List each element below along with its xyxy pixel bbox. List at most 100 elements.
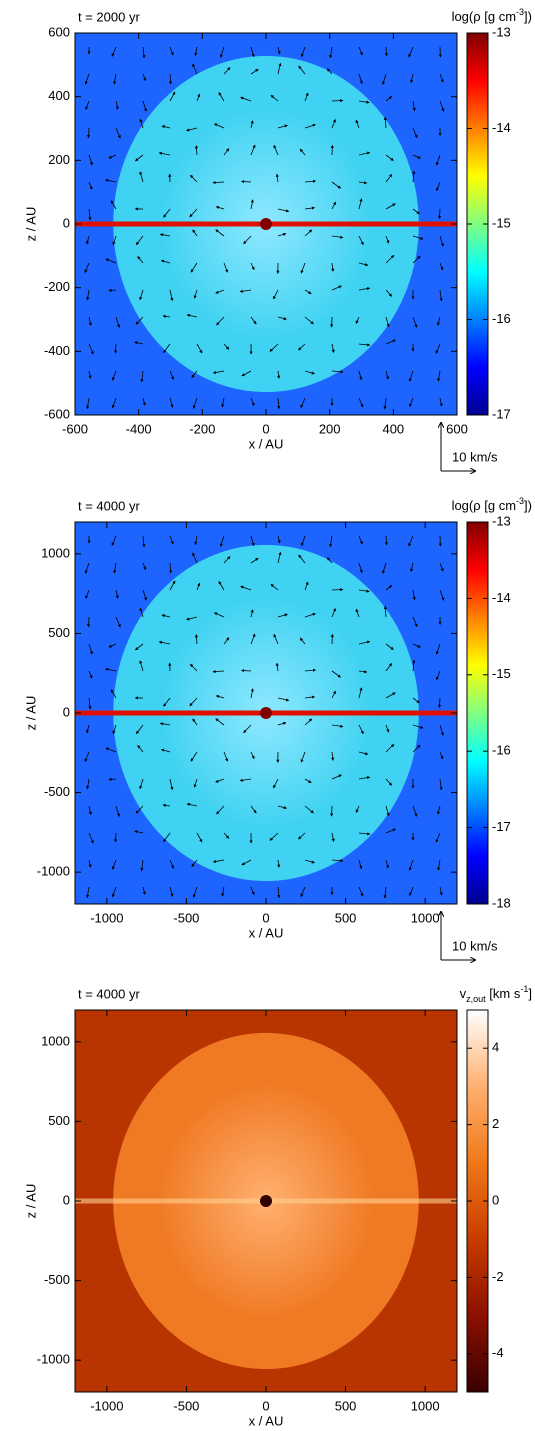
velocity-arrow [385, 805, 390, 817]
velocity-arrow [385, 859, 390, 869]
y-tick-label: -1000 [37, 864, 70, 879]
velocity-arrow [250, 262, 255, 271]
velocity-arrow [135, 235, 144, 246]
velocity-arrow [331, 370, 344, 374]
velocity-arrow [304, 718, 313, 726]
velocity-arrow [142, 589, 148, 601]
y-tick-label: 0 [63, 1192, 70, 1207]
velocity-arrow [436, 316, 441, 326]
velocity-arrow [439, 262, 444, 271]
x-tick-label: 0 [262, 421, 269, 436]
velocity-arrow [358, 100, 370, 104]
velocity-arrow [239, 778, 252, 782]
velocity-arrow [223, 637, 230, 645]
velocity-arrow [412, 643, 421, 648]
velocity-arrow [134, 643, 144, 651]
velocity-arrow [139, 607, 144, 618]
colorbar-label-part: -3 [516, 496, 524, 506]
colorbar-label-part: log(ρ [g cm [452, 498, 516, 513]
velocity-arrow [250, 144, 256, 156]
velocity-arrow [326, 557, 333, 564]
velocity-arrow [273, 778, 279, 789]
velocity-arrow [221, 886, 225, 897]
velocity-arrow [277, 316, 287, 321]
image [75, 33, 457, 415]
velocity-arrow [385, 289, 393, 297]
velocity-arrow [277, 859, 281, 868]
y-tick-label: -1000 [37, 1352, 70, 1367]
velocity-arrow [193, 778, 198, 788]
velocity-arrow [216, 805, 225, 815]
velocity-arrow [385, 173, 393, 183]
velocity-arrow [241, 669, 252, 673]
velocity-arrow [169, 46, 174, 56]
velocity-arrow [355, 119, 360, 129]
velocity-arrow [358, 287, 371, 291]
velocity-arrow [223, 556, 231, 564]
panel: t = 4000 yr -1000 -500 0 500 1000 -1000 -500 0 50… [23, 496, 532, 960]
velocity-arrow [439, 235, 444, 247]
velocity-arrow [273, 633, 279, 645]
velocity-arrow [385, 643, 394, 650]
velocity-arrow [331, 832, 335, 842]
velocity-arrow [160, 259, 171, 264]
velocity-arrow [382, 73, 387, 85]
velocity-arrow [412, 235, 424, 240]
velocity-arrow [300, 535, 306, 547]
velocity-arrow [383, 116, 387, 129]
velocity-arrow [169, 370, 174, 380]
velocity-arrow [300, 886, 306, 898]
y-tick-label: 400 [48, 88, 70, 103]
colorbar-label-part: ]) [524, 9, 532, 24]
velocity-arrow [189, 663, 198, 672]
velocity-arrow [358, 73, 363, 85]
velocity-arrow [115, 589, 119, 599]
velocity-arrow [250, 68, 259, 75]
image [75, 1010, 457, 1392]
velocity-arrow [88, 832, 94, 844]
velocity-arrow [88, 208, 92, 221]
velocity-arrow [358, 687, 363, 699]
velocity-arrow [304, 581, 309, 591]
colorbar-tick-label: -4 [492, 1345, 504, 1360]
velocity-arrow [240, 96, 252, 102]
velocity-arrow [385, 96, 393, 102]
vector-key-label: 10 km/s [452, 938, 498, 953]
y-tick-label: -600 [44, 406, 70, 421]
velocity-arrow [250, 609, 254, 618]
velocity-arrow [192, 397, 198, 409]
velocity-arrow [408, 370, 414, 382]
velocity-arrow [218, 581, 225, 591]
velocity-arrow [250, 46, 255, 58]
velocity-arrow [300, 397, 306, 409]
velocity-arrow [412, 154, 421, 159]
velocity-arrow [275, 173, 279, 183]
velocity-arrow [329, 46, 333, 59]
velocity-arrow [140, 859, 144, 872]
velocity-arrow [277, 886, 281, 899]
x-tick-label: 400 [382, 421, 404, 436]
velocity-arrow [358, 343, 371, 347]
velocity-arrow [384, 535, 388, 546]
velocity-arrow [134, 341, 144, 345]
velocity-arrow [300, 262, 306, 274]
velocity-arrow [412, 805, 418, 817]
velocity-arrow [358, 181, 368, 185]
velocity-arrow [223, 343, 230, 350]
velocity-arrow [115, 616, 121, 628]
velocity-arrow [439, 724, 444, 736]
velocity-arrow [298, 832, 306, 840]
velocity-arrow [196, 343, 203, 354]
colorbar [466, 521, 489, 905]
velocity-arrow [111, 859, 117, 870]
velocity-arrow [186, 127, 198, 132]
velocity-arrow [408, 535, 414, 547]
velocity-arrow [110, 200, 117, 210]
velocity-arrow [190, 262, 198, 273]
velocity-arrow [191, 370, 198, 379]
velocity-arrow [439, 778, 443, 791]
y-tick-label: -500 [44, 1272, 70, 1287]
x-tick-label: 1000 [411, 910, 440, 925]
velocity-arrow [385, 724, 390, 733]
velocity-arrow [436, 805, 441, 815]
